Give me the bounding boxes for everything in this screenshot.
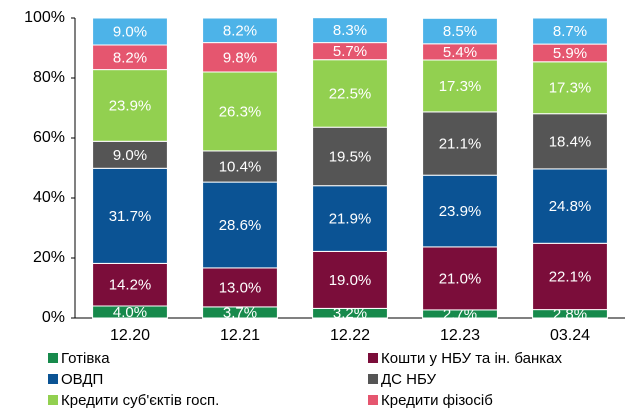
bar-segment: [312, 17, 388, 44]
bar-segment: [92, 44, 168, 71]
data-label: 23.9%: [439, 203, 482, 220]
bar-segment: [202, 17, 278, 44]
bar-segment: [312, 59, 388, 128]
legend-swatch: [368, 374, 378, 384]
bar-segment: [202, 150, 278, 183]
x-tick-label: 03.24: [550, 327, 590, 344]
data-label: 26.3%: [219, 103, 262, 120]
data-label: 18.4%: [549, 133, 592, 150]
data-label: 8.2%: [113, 49, 147, 66]
bar-segment: [312, 250, 388, 309]
y-tick-label: 60%: [33, 129, 65, 146]
legend-swatch: [48, 374, 58, 384]
legend-label: ДС НБУ: [381, 371, 436, 388]
data-label: 31.7%: [109, 208, 152, 225]
y-tick-label: 0%: [42, 309, 65, 326]
data-label: 8.2%: [223, 22, 257, 39]
data-label: 8.3%: [333, 22, 367, 39]
bar-segment: [422, 59, 498, 113]
bar-segment: [202, 71, 278, 152]
data-label: 4.0%: [113, 304, 147, 321]
data-label: 21.1%: [439, 136, 482, 153]
bar-segment: [92, 140, 168, 169]
legend-swatch: [368, 395, 378, 405]
bar-segment: [422, 111, 498, 176]
data-label: 21.0%: [439, 270, 482, 287]
bar-segment: [532, 113, 608, 170]
data-label: 24.8%: [549, 198, 592, 215]
bar-segment: [532, 242, 608, 311]
legend-label: Готівка: [61, 350, 110, 367]
data-label: 5.7%: [333, 43, 367, 60]
x-tick-label: 12.20: [110, 327, 150, 344]
legend-label: ОВДП: [61, 371, 103, 388]
x-tick-label: 12.22: [330, 327, 370, 344]
bar-segment: [422, 174, 498, 248]
x-tick-label: 12.21: [220, 327, 260, 344]
legend-label: Кредити суб'єктів госп.: [61, 392, 219, 409]
bar-segment: [422, 246, 498, 311]
data-label: 22.1%: [549, 268, 592, 285]
data-label: 13.0%: [219, 279, 262, 296]
legend-swatch: [48, 395, 58, 405]
data-label: 8.5%: [443, 23, 477, 40]
data-label: 17.3%: [439, 78, 482, 95]
bar-segment: [202, 267, 278, 308]
data-label: 3.7%: [223, 304, 257, 321]
data-label: 17.3%: [549, 80, 592, 97]
data-label: 28.6%: [219, 217, 262, 234]
data-label: 9.8%: [223, 49, 257, 66]
legend-label: Кредити фізосіб: [381, 392, 493, 409]
x-tick-label: 12.23: [440, 327, 480, 344]
y-tick-label: 80%: [33, 69, 65, 86]
bar-segment: [92, 167, 168, 264]
legend-swatch: [368, 353, 378, 363]
data-label: 10.4%: [219, 158, 262, 175]
bar-segment: [312, 126, 388, 187]
bar-segment: [92, 17, 168, 46]
bar-segment: [532, 17, 608, 45]
bar-segment: [92, 262, 168, 307]
legend-swatch: [48, 353, 58, 363]
y-tick-label: 100%: [24, 9, 65, 26]
data-label: 19.0%: [329, 272, 372, 289]
bar-segment: [202, 181, 278, 269]
data-label: 9.0%: [113, 23, 147, 40]
data-label: 21.9%: [329, 211, 372, 228]
y-tick-label: 40%: [33, 189, 65, 206]
data-label: 9.0%: [113, 147, 147, 164]
data-label: 3.2%: [333, 305, 367, 322]
data-label: 23.9%: [109, 97, 152, 114]
data-label: 14.2%: [109, 277, 152, 294]
data-label: 8.7%: [553, 23, 587, 40]
data-label: 5.4%: [443, 44, 477, 61]
legend-label: Кошти у НБУ та ін. банках: [381, 350, 562, 367]
bar-segment: [312, 185, 388, 252]
bar-segment: [92, 69, 168, 142]
y-tick-label: 20%: [33, 249, 65, 266]
data-label: 19.5%: [329, 148, 372, 165]
data-label: 5.9%: [553, 45, 587, 62]
data-label: 22.5%: [329, 85, 372, 102]
bar-segment: [202, 42, 278, 73]
bar-segment: [422, 17, 498, 45]
